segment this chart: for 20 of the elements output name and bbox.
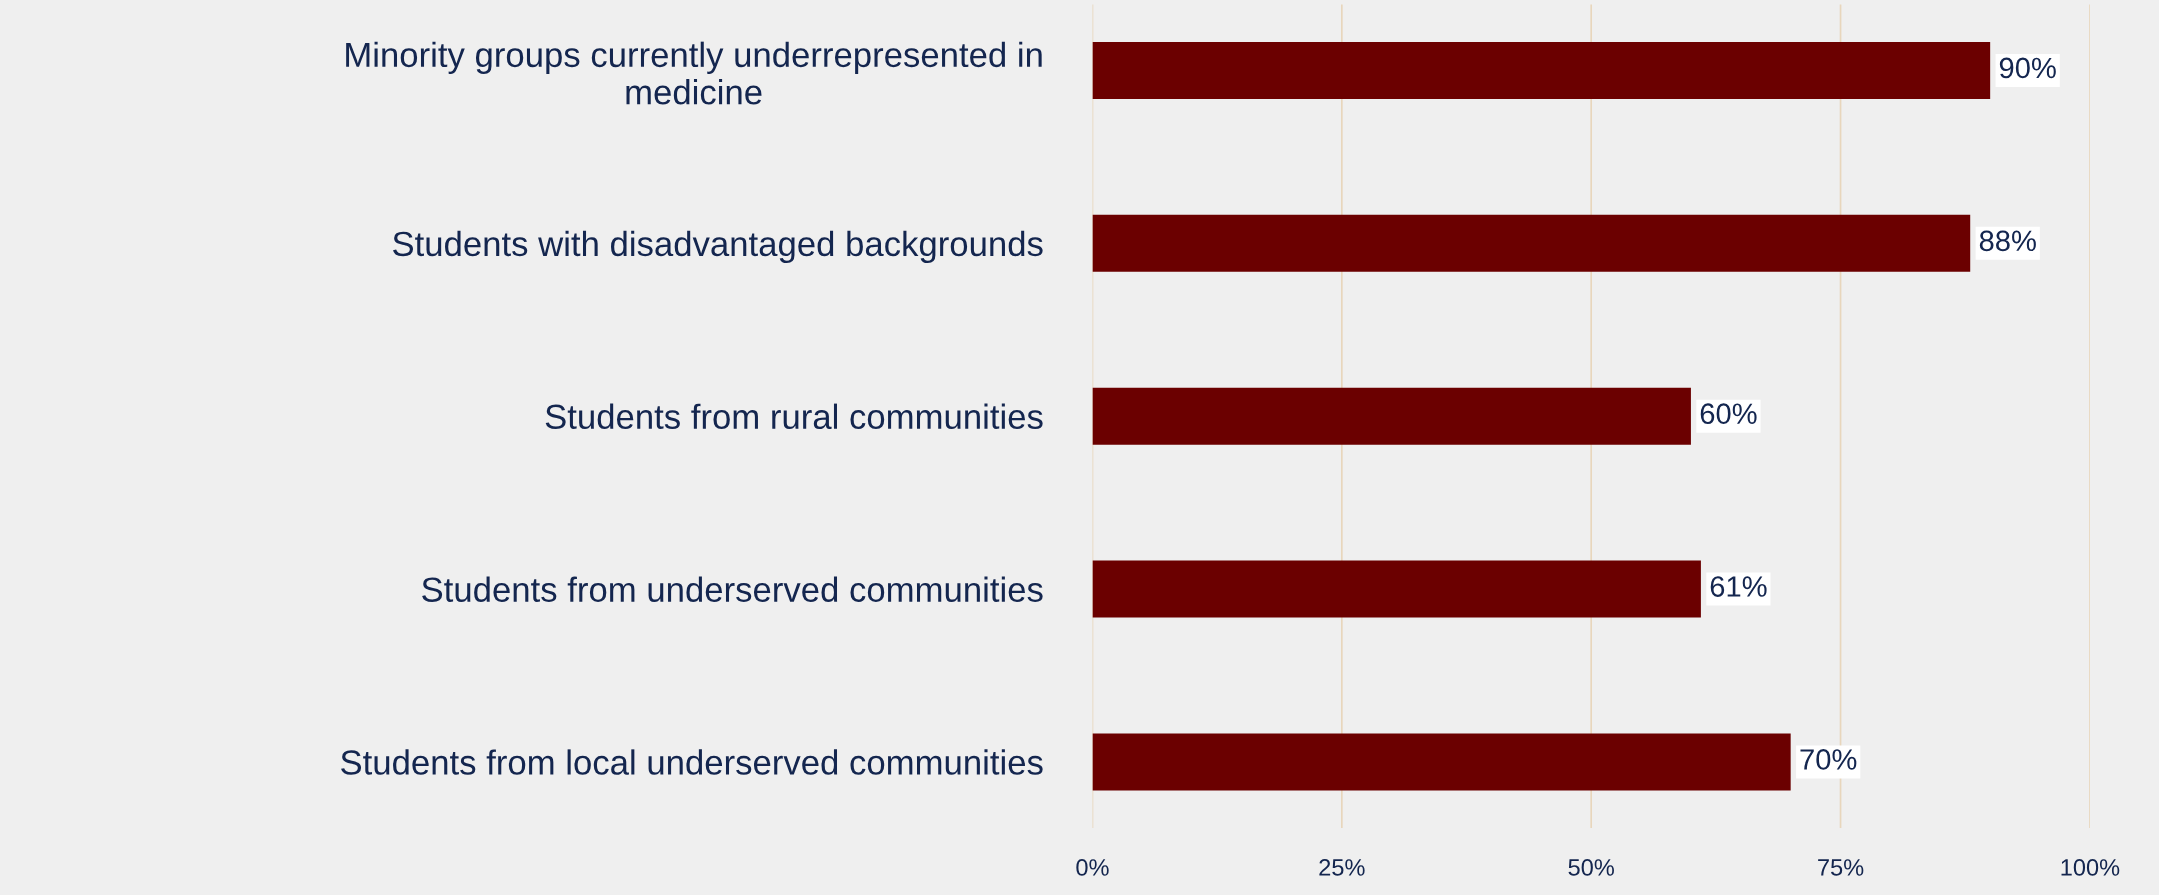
x-tick-label: 75% [1818, 859, 1864, 876]
y-tick-label: Students from underserved communities [422, 576, 1043, 602]
data-label: 70% [1800, 749, 1857, 770]
bar [1092, 387, 1691, 445]
y-tick-label: Students with disadvantaged backgrounds [393, 230, 1043, 264]
bar [1092, 733, 1791, 791]
x-tick-label: 0% [1076, 859, 1109, 876]
y-tick-label: Minority groups currently underrepresented in medicine [346, 41, 1042, 105]
data-label: 60% [1700, 403, 1757, 424]
data-label: 90% [1999, 57, 2056, 79]
y-tick-label: Students from rural communities [545, 403, 1043, 430]
bar [1092, 214, 1971, 272]
bar [1092, 560, 1701, 618]
x-tick-label: 25% [1319, 859, 1365, 876]
data-label: 88% [1979, 230, 2036, 252]
x-tick-label: 50% [1568, 859, 1614, 876]
y-tick-label: Students from local underserved communities [341, 749, 1043, 775]
data-label: 61% [1710, 576, 1767, 597]
bar [1092, 41, 1991, 99]
x-tick-label: 100% [2061, 859, 2120, 876]
